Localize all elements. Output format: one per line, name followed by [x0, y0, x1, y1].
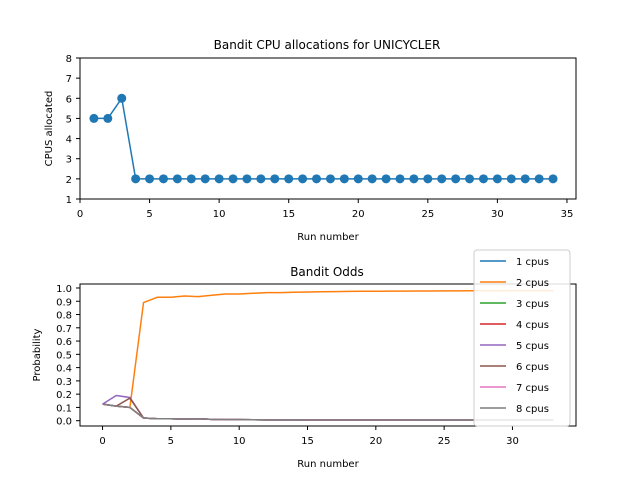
top-series-line	[93, 96, 554, 180]
top-y-tick-label: 4	[66, 135, 72, 146]
legend: 1 cpus 2 cpus 3 cpus 4 cpus 5 cpus 6 cpus 7 cp…	[473, 249, 571, 427]
legend-label: 7 cpus	[516, 383, 549, 394]
top-data-point	[89, 113, 99, 123]
top-x-tick-label: 5	[146, 209, 152, 220]
top-data-point	[478, 174, 488, 184]
legend-label: 5 cpus	[516, 341, 549, 352]
top-data-point	[145, 174, 155, 184]
top-x-tick-label: 10	[213, 209, 226, 220]
top-data-point	[492, 174, 502, 184]
legend-label: 6 cpus	[516, 362, 549, 373]
bottom-y-tick-label: 0.0	[56, 417, 72, 428]
top-data-point	[158, 174, 168, 184]
top-data-point	[381, 174, 391, 184]
top-data-point	[451, 174, 461, 184]
top-data-point	[548, 174, 558, 184]
top-data-point	[437, 174, 447, 184]
top-data-point	[117, 93, 127, 103]
legend-label: 8 cpus	[516, 404, 549, 415]
top-x-ticks: 0 5 10 15 20 25 30 35	[77, 199, 574, 220]
bottom-y-tick-label: 0.7	[56, 324, 72, 335]
bottom-y-tick-label: 0.1	[56, 403, 72, 414]
bottom-x-tick-label: 0	[99, 436, 105, 447]
bottom-y-tick-label: 0.3	[56, 377, 72, 388]
bottom-y-tick-label: 0.9	[56, 297, 72, 308]
legend-label: 2 cpus	[516, 278, 549, 289]
top-data-point	[339, 174, 349, 184]
top-data-point	[270, 174, 280, 184]
bottom-y-tick-label: 0.8	[56, 311, 72, 322]
bottom-x-tick-label: 30	[506, 436, 519, 447]
top-data-point	[465, 174, 475, 184]
top-data-point	[256, 174, 266, 184]
bottom-y-tick-label: 1.0	[56, 284, 72, 295]
legend-box	[473, 249, 571, 427]
top-y-tick-label: 8	[66, 54, 72, 65]
top-x-tick-label: 35	[561, 209, 574, 220]
top-data-point	[214, 174, 224, 184]
top-chart-title: Bandit CPU allocations for UNICYCLER	[214, 38, 441, 52]
top-data-point	[131, 174, 141, 184]
top-y-tick-label: 5	[66, 114, 72, 125]
top-x-tick-label: 20	[352, 209, 365, 220]
top-series-group	[89, 93, 558, 184]
bottom-x-ticks: 0 5 10 15 20 25 30	[99, 426, 519, 447]
top-x-axis-label: Run number	[297, 232, 359, 243]
top-x-tick-label: 25	[421, 209, 434, 220]
top-data-point	[284, 174, 294, 184]
bottom-x-axis-label: Run number	[297, 459, 359, 470]
top-data-point	[186, 174, 196, 184]
bottom-chart-title: Bandit Odds	[290, 265, 364, 279]
top-y-tick-label: 1	[66, 195, 72, 206]
top-data-point	[367, 174, 377, 184]
bottom-x-tick-label: 20	[369, 436, 382, 447]
top-data-point	[312, 174, 322, 184]
legend-label: 3 cpus	[516, 299, 549, 310]
top-data-point	[395, 174, 405, 184]
legend-label: 4 cpus	[516, 320, 549, 331]
top-data-point	[534, 174, 544, 184]
bottom-y-ticks: 0.0 0.1 0.2 0.3 0.4 0.5 0.6 0.7 0.8 0.9 1.0	[56, 284, 80, 428]
bandit-odds-chart: Bandit Odds 0 5 10 15 20 25 30 0.0 0.1 0.2 0.3 0.4…	[32, 249, 577, 470]
top-data-point	[409, 174, 419, 184]
bottom-y-axis-label: Probability	[32, 328, 43, 381]
legend-label: 1 cpus	[516, 257, 549, 268]
bottom-y-tick-label: 0.4	[56, 364, 72, 375]
top-y-tick-label: 6	[66, 94, 72, 105]
bottom-x-tick-label: 10	[233, 436, 246, 447]
top-y-tick-label: 3	[66, 155, 72, 166]
top-y-tick-label: 2	[66, 175, 72, 186]
top-x-tick-label: 15	[282, 209, 295, 220]
bottom-axes-frame	[79, 283, 577, 427]
top-data-point	[506, 174, 516, 184]
top-data-point	[103, 113, 113, 123]
top-data-point	[325, 174, 335, 184]
top-data-point	[520, 174, 530, 184]
top-data-point	[242, 174, 252, 184]
top-y-tick-label: 7	[66, 74, 72, 85]
top-data-point	[228, 174, 238, 184]
top-data-point	[423, 174, 433, 184]
bottom-x-tick-label: 15	[301, 436, 314, 447]
bottom-y-tick-label: 0.6	[56, 337, 72, 348]
top-data-point	[172, 174, 182, 184]
top-y-ticks: 1 2 3 4 5 6 7 8	[66, 54, 80, 206]
bottom-x-tick-label: 25	[438, 436, 451, 447]
top-data-point	[200, 174, 210, 184]
bottom-y-tick-label: 0.5	[56, 350, 72, 361]
top-x-tick-label: 30	[491, 209, 504, 220]
bottom-x-tick-label: 5	[168, 436, 174, 447]
bottom-y-tick-label: 0.2	[56, 390, 72, 401]
top-data-point	[353, 174, 363, 184]
top-data-point	[298, 174, 308, 184]
top-x-tick-label: 0	[77, 209, 83, 220]
top-y-axis-label: CPUS allocated	[44, 91, 55, 167]
top-axes-frame	[79, 57, 577, 200]
